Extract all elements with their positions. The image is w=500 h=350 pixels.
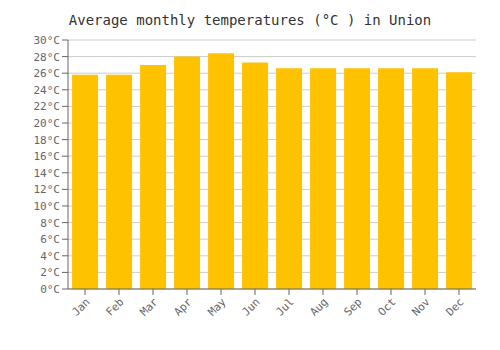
svg-text:Dec: Dec	[443, 295, 466, 318]
svg-text:Jun: Jun	[239, 295, 262, 318]
svg-text:28°C: 28°C	[34, 51, 61, 64]
svg-text:Sep: Sep	[341, 295, 364, 318]
svg-text:20°C: 20°C	[34, 117, 61, 130]
svg-text:14°C: 14°C	[34, 167, 61, 180]
html-text:Average monthly temperatures (: Average monthly temperatures (°C ) in Un…	[68, 12, 432, 28]
svg-text:6°C: 6°C	[40, 233, 60, 246]
svg-text:30°C: 30°C	[34, 34, 61, 47]
svg-text:18°C: 18°C	[34, 134, 61, 147]
svg-text:2°C: 2°C	[40, 266, 60, 279]
svg-text:16°C: 16°C	[34, 150, 61, 163]
svg-text:12°C: 12°C	[34, 183, 61, 196]
svg-text:22°C: 22°C	[34, 100, 61, 113]
svg-text:0°C: 0°C	[40, 283, 60, 296]
svg-text:Nov: Nov	[409, 295, 433, 319]
svg-text:26°C: 26°C	[34, 67, 61, 80]
svg-text:Mar: Mar	[137, 295, 161, 319]
svg-text:Aug: Aug	[307, 295, 330, 318]
svg-text:10°C: 10°C	[34, 200, 61, 213]
svg-text:May: May	[205, 295, 229, 319]
svg-text:Apr: Apr	[171, 295, 195, 319]
svg-text:24°C: 24°C	[34, 84, 61, 97]
svg-text:4°C: 4°C	[40, 250, 60, 263]
svg-text:Jul: Jul	[273, 295, 296, 318]
svg-text:Feb: Feb	[103, 295, 126, 318]
svg-text:Jan: Jan	[69, 295, 92, 318]
svg-text:8°C: 8°C	[40, 217, 60, 230]
svg-text:Oct: Oct	[375, 295, 398, 318]
